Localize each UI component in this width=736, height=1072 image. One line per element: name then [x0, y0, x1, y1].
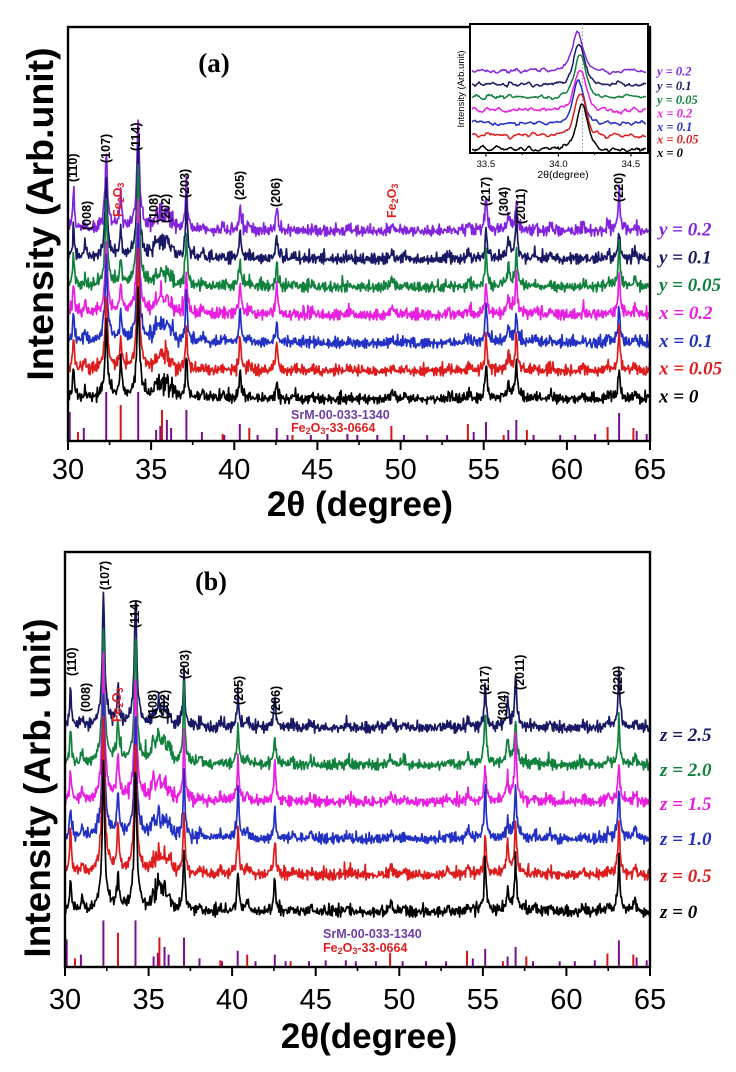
- svg-text:z = 0: z = 0: [659, 902, 698, 923]
- svg-text:(108): (108): [147, 194, 161, 223]
- svg-text:(202): (202): [159, 194, 173, 223]
- svg-text:y = 0.2: y = 0.2: [657, 220, 712, 241]
- svg-text:50: 50: [383, 984, 415, 1016]
- svg-text:y = 0.05: y = 0.05: [655, 93, 698, 107]
- svg-text:(220): (220): [612, 173, 626, 202]
- svg-text:Fe2O3: Fe2O3: [385, 184, 400, 218]
- svg-text:SrM-00-033-1340: SrM-00-033-1340: [323, 927, 422, 941]
- svg-text:(110): (110): [66, 154, 80, 183]
- svg-text:y = 0.2: y = 0.2: [655, 64, 692, 78]
- svg-text:(114): (114): [129, 123, 143, 152]
- svg-text:35: 35: [135, 454, 167, 486]
- svg-text:55: 55: [468, 454, 500, 486]
- svg-text:x = 0: x = 0: [658, 386, 699, 407]
- svg-text:y = 0.1: y = 0.1: [657, 247, 712, 268]
- svg-text:y = 0.1: y = 0.1: [655, 79, 692, 93]
- svg-text:40: 40: [216, 984, 248, 1016]
- svg-text:35: 35: [132, 984, 164, 1016]
- svg-text:65: 65: [634, 454, 666, 486]
- svg-text:Fe2O3: Fe2O3: [111, 183, 126, 217]
- svg-text:(217): (217): [479, 177, 493, 206]
- svg-text:(107): (107): [99, 134, 113, 163]
- svg-text:y = 0.05: y = 0.05: [657, 275, 722, 296]
- svg-text:SrM-00-033-1340: SrM-00-033-1340: [291, 408, 390, 422]
- svg-text:(203): (203): [178, 650, 192, 679]
- svg-text:x = 0.1: x = 0.1: [656, 120, 692, 134]
- svg-text:(a): (a): [198, 48, 229, 78]
- svg-text:60: 60: [551, 454, 583, 486]
- svg-text:x = 0.2: x = 0.2: [658, 303, 713, 324]
- svg-text:Intensity (Arb.unit): Intensity (Arb.unit): [456, 50, 467, 127]
- svg-text:(114): (114): [128, 600, 142, 629]
- svg-text:2θ(degree): 2θ(degree): [281, 1017, 457, 1056]
- svg-text:x = 0.05: x = 0.05: [658, 359, 723, 380]
- svg-text:34.0: 34.0: [549, 159, 568, 170]
- svg-text:(107): (107): [98, 561, 112, 590]
- svg-text:z = 2.5: z = 2.5: [659, 725, 712, 746]
- svg-text:34.5: 34.5: [622, 159, 641, 170]
- svg-text:2θ(degree): 2θ(degree): [537, 169, 588, 181]
- svg-text:45: 45: [301, 454, 333, 486]
- svg-text:55: 55: [467, 984, 499, 1016]
- svg-text:(206): (206): [269, 686, 283, 715]
- svg-text:(206): (206): [269, 178, 283, 207]
- svg-text:Fe2O3-33-0664: Fe2O3-33-0664: [323, 941, 407, 956]
- svg-text:(008): (008): [80, 201, 94, 230]
- svg-text:(008): (008): [79, 683, 93, 712]
- svg-text:30: 30: [52, 454, 84, 486]
- svg-text:(220): (220): [611, 666, 625, 695]
- svg-text:z = 0.5: z = 0.5: [659, 866, 712, 887]
- svg-text:Fe2O3-33-0664: Fe2O3-33-0664: [291, 421, 375, 436]
- svg-text:x = 0.2: x = 0.2: [656, 107, 692, 121]
- svg-text:45: 45: [300, 984, 332, 1016]
- svg-text:(b): (b): [195, 567, 227, 596]
- svg-text:(2011): (2011): [513, 655, 527, 690]
- svg-text:(108): (108): [146, 690, 160, 719]
- svg-text:(110): (110): [65, 648, 79, 677]
- svg-text:Intensity (Arb.unit): Intensity (Arb.unit): [19, 47, 61, 380]
- svg-text:(203): (203): [178, 169, 192, 198]
- svg-text:x = 0: x = 0: [656, 146, 684, 160]
- svg-text:(205): (205): [233, 171, 247, 200]
- svg-text:(205): (205): [232, 676, 246, 705]
- svg-text:z = 1.5: z = 1.5: [659, 794, 712, 815]
- svg-text:x = 0.05: x = 0.05: [656, 133, 699, 147]
- svg-text:(2011): (2011): [514, 189, 528, 224]
- svg-text:(217): (217): [478, 666, 492, 695]
- svg-text:60: 60: [550, 984, 582, 1016]
- svg-text:65: 65: [634, 984, 666, 1016]
- svg-text:Intensity (Arb. unit): Intensity (Arb. unit): [17, 618, 58, 957]
- svg-text:(304): (304): [497, 187, 511, 216]
- svg-text:30: 30: [49, 984, 81, 1016]
- svg-text:50: 50: [384, 454, 416, 486]
- svg-text:z = 2.0: z = 2.0: [659, 760, 712, 781]
- svg-text:40: 40: [218, 454, 250, 486]
- svg-text:2θ (degree): 2θ (degree): [267, 485, 453, 524]
- svg-text:z = 1.0: z = 1.0: [659, 829, 712, 850]
- svg-text:Fe2O3: Fe2O3: [110, 688, 125, 722]
- svg-text:33.5: 33.5: [477, 159, 496, 170]
- svg-text:x = 0.1: x = 0.1: [658, 331, 713, 352]
- svg-text:(304): (304): [496, 691, 510, 720]
- svg-text:(202): (202): [158, 690, 172, 719]
